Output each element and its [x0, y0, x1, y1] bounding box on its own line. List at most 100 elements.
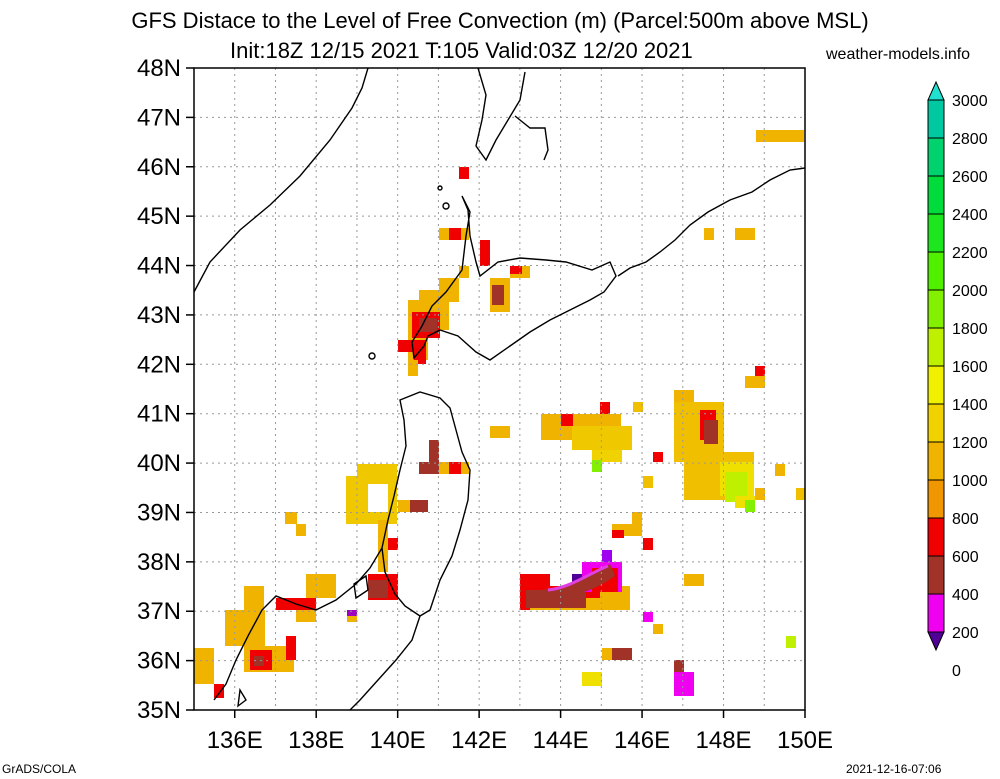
- field-cell: [633, 402, 643, 412]
- field-cell: [745, 376, 765, 388]
- sado-island: [353, 574, 369, 600]
- latitude-label: 39N: [137, 499, 181, 526]
- field-cell: [582, 672, 602, 686]
- colorbar-level-label: 2400: [952, 207, 988, 224]
- field-cell: [429, 440, 439, 474]
- longitude-label: 140E: [370, 727, 426, 754]
- latitude-label: 47N: [137, 104, 181, 131]
- longitude-label: 136E: [207, 727, 263, 754]
- field-cell: [592, 460, 602, 472]
- field-cell: [632, 512, 642, 524]
- colorbar-swatch: [927, 517, 945, 557]
- colorbar-level-label: 3000: [952, 93, 988, 110]
- longitude-labels: 136E 138E 140E 142E 144E 146E 148E 150E: [207, 710, 833, 754]
- field-cell: [796, 488, 805, 500]
- colorbar-level-label: 1000: [952, 473, 988, 490]
- colorbar-min-arrow: [927, 631, 945, 652]
- field-cell: [786, 636, 796, 648]
- latitude-label: 43N: [137, 302, 181, 329]
- colorbar-level-label: 800: [952, 511, 979, 528]
- longitude-label: 148E: [696, 727, 752, 754]
- footer-software: GrADS/COLA: [2, 762, 77, 776]
- field-cell: [602, 550, 612, 562]
- colorbar-level-label: 2200: [952, 245, 988, 262]
- field-cell: [194, 648, 214, 684]
- field-cell: [347, 610, 357, 616]
- colorbar-level-label: 200: [952, 625, 979, 642]
- colorbar-swatch: [927, 213, 945, 253]
- field-cell: [419, 318, 437, 332]
- field-cell: [600, 402, 610, 414]
- field-cell: [561, 414, 573, 426]
- field-cell: [414, 340, 426, 364]
- rebun-island: [437, 185, 443, 191]
- field-cell: [755, 366, 765, 376]
- colorbar-swatch: [927, 289, 945, 329]
- colorbar-swatch: [927, 555, 945, 595]
- field-cell: [419, 462, 431, 474]
- colorbar-level-label: 2000: [952, 283, 988, 300]
- honshu-north-coast: [381, 391, 471, 617]
- latitude-label: 40N: [137, 450, 181, 477]
- field-cell: [704, 420, 718, 444]
- colorbar-swatch: [927, 99, 945, 139]
- colorbar-level-label: 1600: [952, 359, 988, 376]
- map-title: GFS Distace to the Level of Free Convect…: [131, 8, 869, 33]
- colorbar-level-label: 2600: [952, 169, 988, 186]
- field-cell: [674, 390, 694, 402]
- field-cell: [735, 228, 755, 240]
- latitude-label: 42N: [137, 351, 181, 378]
- hokkaido-coast: [411, 195, 617, 361]
- map-subtitle: Init:18Z 12/15 2021 T:105 Valid:03Z 12/2…: [230, 38, 693, 63]
- field-cell: [756, 130, 804, 142]
- latitude-label: 37N: [137, 598, 181, 625]
- longitude-label: 138E: [288, 727, 344, 754]
- latitude-label: 38N: [137, 549, 181, 576]
- field-cell: [643, 476, 653, 488]
- colorbar-level-label: 2800: [952, 131, 988, 148]
- latitude-label: 36N: [137, 648, 181, 675]
- field-cell: [480, 240, 490, 266]
- map-plot-area: [194, 68, 805, 710]
- field-cell: [459, 167, 469, 179]
- field-cell: [643, 612, 653, 622]
- field-cell: [643, 538, 653, 550]
- field-cell: [296, 524, 306, 536]
- colorbar-level-label: 1200: [952, 435, 988, 452]
- okushiri-island: [368, 352, 376, 360]
- colorbar-swatch: [927, 403, 945, 443]
- field-cell: [286, 636, 296, 660]
- field-cell: [492, 285, 504, 305]
- colorbar-swatch: [927, 441, 945, 481]
- source-credit: weather-models.info: [826, 46, 971, 63]
- latitude-label: 41N: [137, 401, 181, 428]
- field-cell: [755, 488, 765, 500]
- mainland-coast: [193, 67, 369, 293]
- field-cell: [725, 472, 747, 502]
- field-hole: [368, 484, 388, 512]
- field-cell: [306, 574, 336, 598]
- field-cell: [449, 228, 461, 240]
- field-cell: [244, 586, 264, 610]
- latitude-label: 46N: [137, 154, 181, 181]
- latitude-label: 48N: [137, 55, 181, 82]
- field-cell: [388, 538, 398, 550]
- field-cell: [592, 450, 622, 462]
- colorbar-level-label: 400: [952, 587, 979, 604]
- field-cell: [510, 266, 522, 274]
- field-cell: [410, 500, 428, 512]
- field-cell: [346, 476, 358, 524]
- field-cell: [408, 360, 418, 376]
- field-cell: [490, 426, 510, 438]
- small-island: [237, 687, 247, 708]
- footer-timestamp: 2021-12-16-07:06: [846, 762, 942, 776]
- field-cell: [368, 580, 388, 598]
- field-cell: [285, 512, 297, 524]
- field-cell: [704, 228, 714, 240]
- colorbar-level-label: 0: [952, 663, 961, 680]
- field-cell: [612, 648, 632, 660]
- colorbar-swatch: [927, 479, 945, 519]
- colorbar-swatch: [927, 365, 945, 405]
- sakhalin-coast: [475, 67, 549, 162]
